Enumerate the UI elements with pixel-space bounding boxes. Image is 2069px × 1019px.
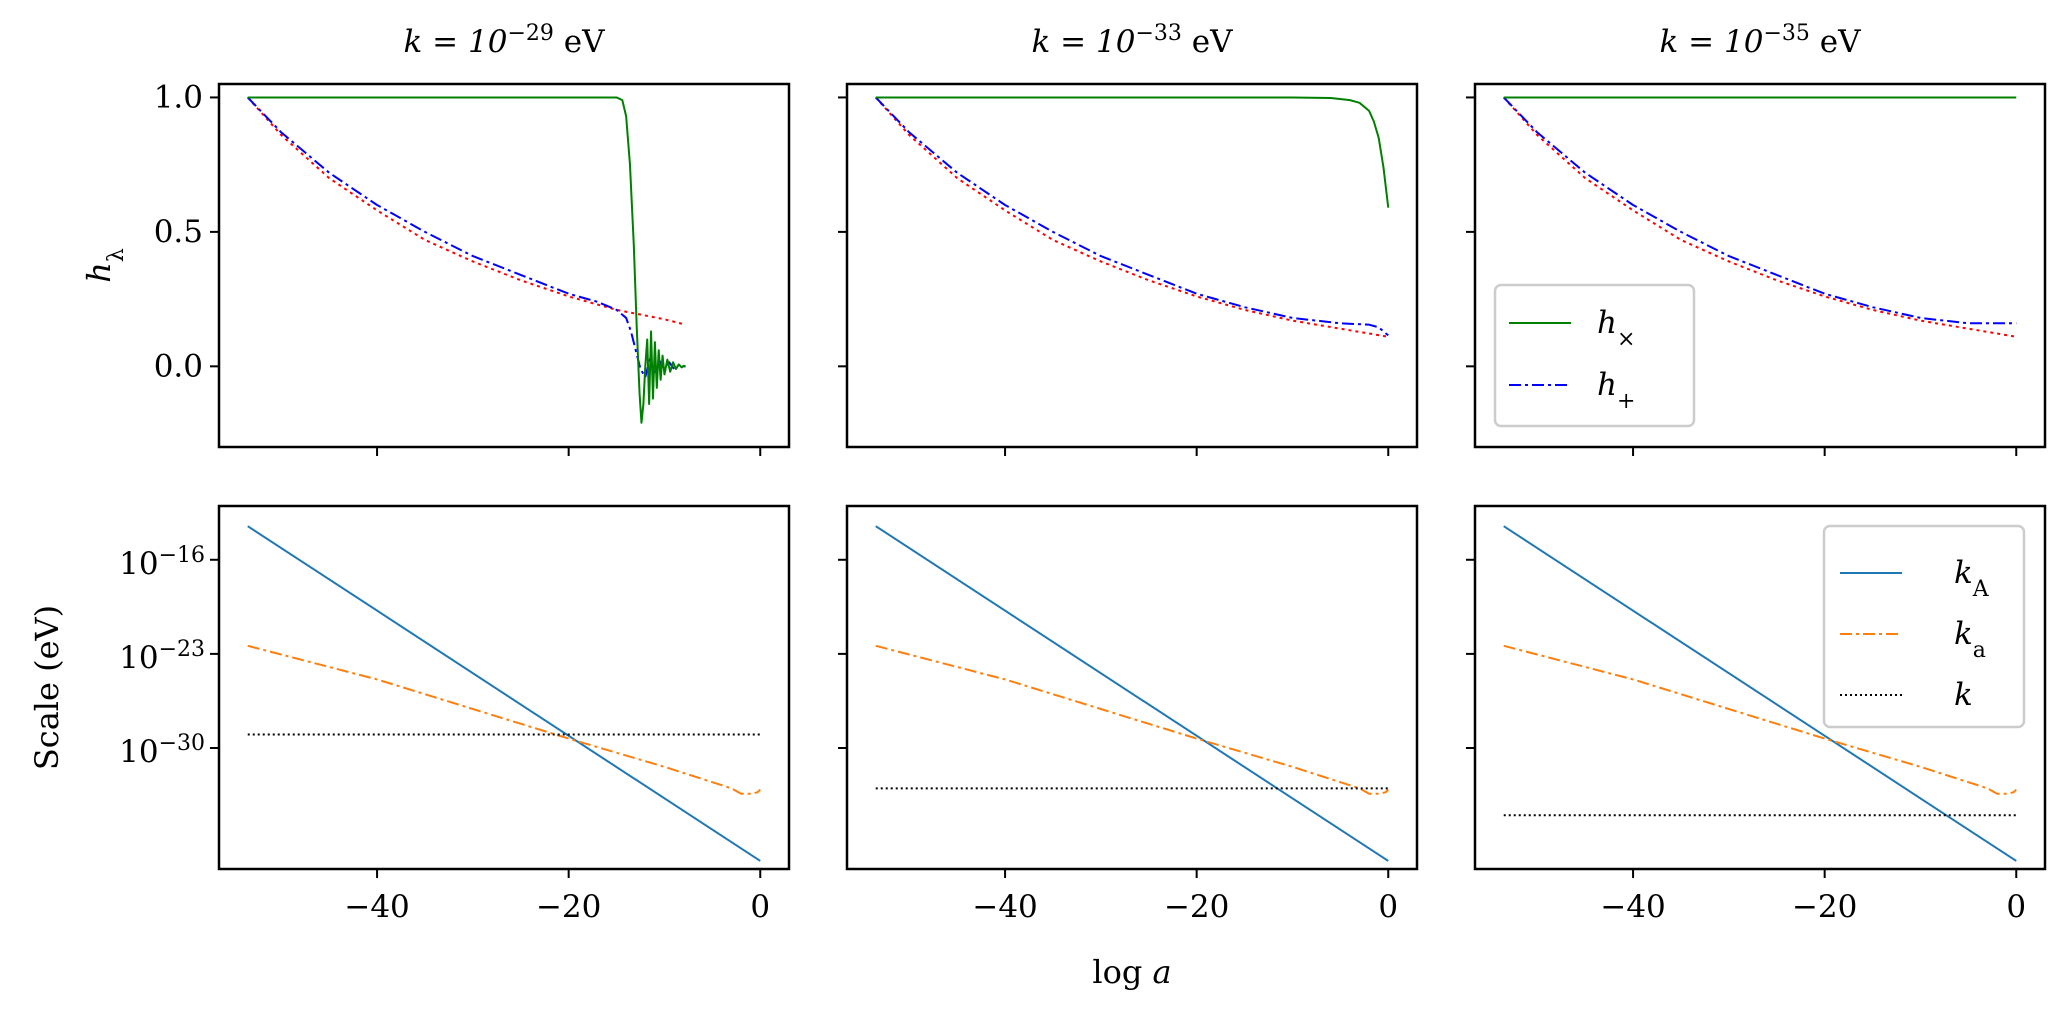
text-run: eV	[554, 24, 605, 60]
top-3-line-reference	[1502, 96, 2017, 338]
panel-3-title: k = 10−35 eV	[1660, 21, 1862, 61]
text-run: k	[1954, 616, 1973, 652]
bottom-3-line-k-a	[1503, 644, 2017, 795]
y-axis-label-bottom: Scale (eV)	[28, 605, 66, 770]
top-panel-3-frame	[1473, 82, 2047, 449]
legend-bottom-box	[1822, 524, 2026, 729]
panel-2-title: k = 10−33 eV	[1032, 21, 1234, 61]
bottom-1-line-k-A	[247, 525, 761, 862]
text-run: eV	[1182, 24, 1233, 60]
legend-bottom-label: ka	[1954, 616, 1986, 663]
text-run: h	[1597, 367, 1617, 403]
x-axis-label: log a	[1092, 953, 1171, 991]
bottom-panel-1-frame	[217, 504, 791, 871]
top-2-line-h-plus	[875, 96, 1389, 337]
top-ytick-label: 0.5	[154, 214, 203, 250]
superscript: −29	[507, 21, 553, 46]
subscript: +	[1617, 389, 1635, 414]
top-1-line-h-plus	[247, 96, 686, 379]
superscript: −35	[1763, 21, 1809, 46]
text-run: k = 10	[404, 24, 508, 60]
xtick-label: 0	[1378, 889, 1398, 925]
superscript: −23	[159, 636, 205, 661]
bottom-2-line-k-A	[875, 525, 1389, 862]
xtick-label: −40	[344, 889, 409, 925]
superscript: −33	[1135, 21, 1181, 46]
bottom-ytick-label: 10−30	[119, 731, 205, 771]
bottom-2-line-k-a	[875, 644, 1389, 795]
text-run: eV	[1810, 24, 1861, 60]
top-panel-1-frame	[217, 82, 791, 449]
bottom-1-line-k-a	[247, 644, 761, 795]
text-run: h	[1597, 305, 1617, 341]
xtick-label: −20	[1164, 889, 1229, 925]
top-panel-2-frame	[845, 82, 1419, 449]
subscript: λ	[104, 248, 129, 262]
text-run: k = 10	[1660, 24, 1764, 60]
top-2-line-h-cross	[875, 96, 1390, 208]
text-run: a	[1153, 953, 1172, 991]
bottom-panel-3-frame	[1473, 504, 2047, 871]
subscript: a	[1973, 638, 1986, 663]
xtick-label: 0	[2006, 889, 2026, 925]
text-run: 10	[119, 640, 158, 676]
superscript: −16	[159, 542, 205, 567]
legend-top-box	[1493, 283, 1696, 428]
text-run: 10	[119, 546, 158, 582]
legend-bottom-label: k	[1954, 677, 1973, 713]
panel-1-title: k = 10−29 eV	[404, 21, 606, 61]
top-ytick-label: 1.0	[154, 79, 203, 115]
top-1-line-h-cross	[247, 96, 686, 424]
text-run: log	[1092, 953, 1152, 991]
subscript: A	[1972, 577, 1990, 602]
xtick-label: −40	[972, 889, 1037, 925]
top-1-line-reference	[246, 96, 686, 326]
bottom-ytick-label: 10−23	[119, 636, 205, 676]
xtick-label: −20	[536, 889, 601, 925]
text-run: k	[1954, 677, 1973, 713]
superscript: −30	[159, 731, 205, 756]
xtick-label: −40	[1600, 889, 1665, 925]
xtick-label: 0	[750, 889, 770, 925]
y-axis-label-top: hλ	[80, 248, 129, 283]
legend-top-label: h+	[1597, 367, 1635, 414]
top-2-line-reference	[874, 96, 1389, 338]
bottom-3-line-k-A	[1503, 525, 2017, 862]
text-run: h	[80, 262, 118, 283]
text-run: k	[1954, 555, 1973, 591]
top-3-line-h-plus	[1503, 96, 2017, 325]
text-run: k = 10	[1032, 24, 1136, 60]
subscript: ×	[1617, 327, 1635, 352]
legend-bottom-label: kA	[1954, 555, 1990, 602]
bottom-ytick-label: 10−16	[119, 542, 205, 582]
legend-top-label: h×	[1597, 305, 1635, 352]
text-run: 10	[119, 734, 158, 770]
top-ytick-label: 0.0	[154, 348, 203, 384]
bottom-panel-2-frame	[845, 504, 1419, 871]
xtick-label: −20	[1792, 889, 1857, 925]
